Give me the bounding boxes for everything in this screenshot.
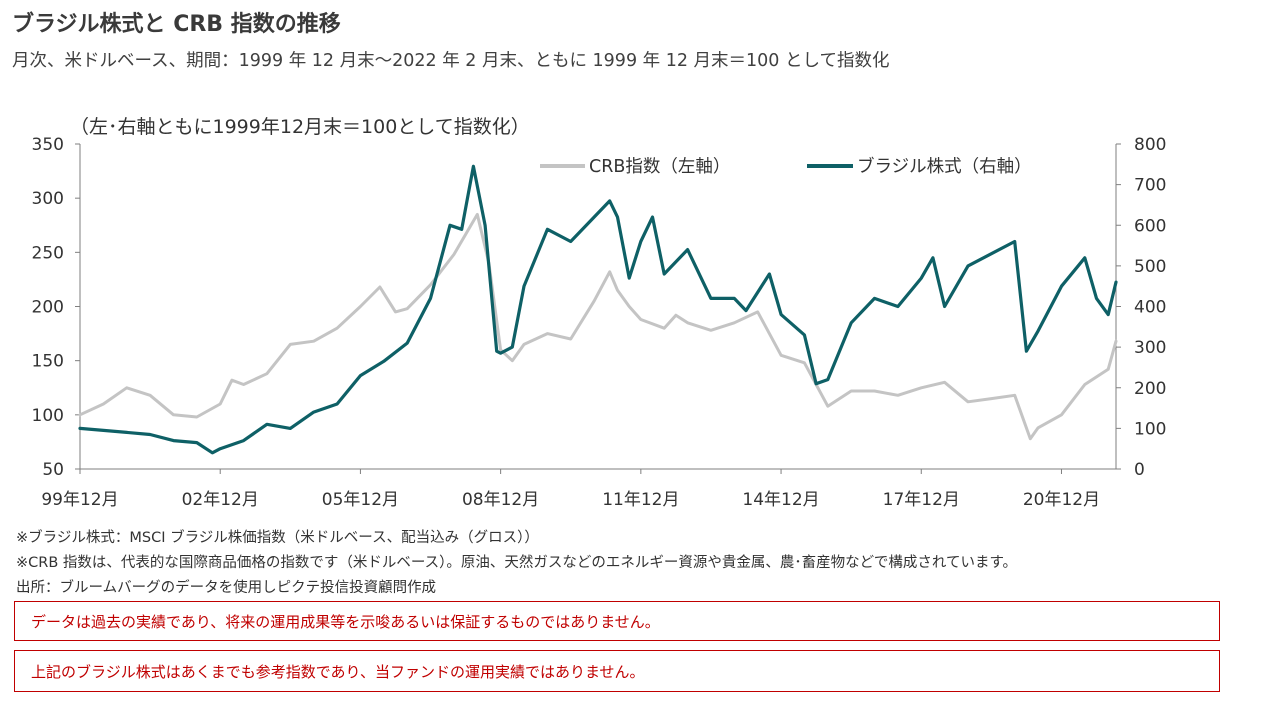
y-right-tick-label: 600 — [1134, 216, 1166, 236]
y-right-tick-label: 300 — [1134, 338, 1166, 358]
series-line-brazil — [78, 164, 1118, 455]
disclaimer-reference-index: 上記のブラジル株式はあくまでも参考指数であり、当ファンドの運用実績ではありません… — [14, 650, 1220, 692]
x-tick-label: 08年12月 — [462, 490, 539, 510]
page-title: ブラジル株式と CRB 指数の推移 — [12, 12, 341, 37]
y-right-tick-label: 0 — [1134, 460, 1145, 480]
disclaimer-past-performance-text: データは過去の実績であり、将来の運用成果等を示唆あるいは保証するものではありませ… — [31, 612, 660, 631]
x-tick-label: 99年12月 — [41, 490, 118, 510]
disclaimer-past-performance: データは過去の実績であり、将来の運用成果等を示唆あるいは保証するものではありませ… — [14, 601, 1220, 641]
footnote-brazil-index: ※ブラジル株式：MSCI ブラジル株価指数（米ドルベース、配当込み（グロス）） — [16, 530, 539, 546]
y-right-tick-label: 100 — [1134, 419, 1166, 439]
y-left-tick-label: 300 — [32, 189, 64, 209]
y-left-tick-label: 100 — [32, 406, 64, 426]
disclaimer-reference-index-text: 上記のブラジル株式はあくまでも参考指数であり、当ファンドの運用実績ではありません… — [31, 662, 645, 681]
x-tick-label: 14年12月 — [742, 490, 819, 510]
x-tick-label: 11年12月 — [602, 490, 679, 510]
y-right-tick-label: 400 — [1134, 298, 1166, 318]
series-line-crb — [78, 212, 1118, 441]
x-tick-label: 20年12月 — [1023, 490, 1100, 510]
footnote-source: 出所：ブルームバーグのデータを使用しピクテ投信投資顧問作成 — [16, 580, 437, 596]
y-left-tick-label: 150 — [32, 352, 64, 372]
y-left-tick-label: 200 — [32, 298, 64, 318]
axes: 50 100 150 200 250 300 350 0 100 200 300 400 500 600 7… — [32, 135, 1167, 510]
chart-note: （左･右軸ともに1999年12月末＝100として指数化） — [70, 116, 530, 138]
x-tick-label: 17年12月 — [883, 490, 960, 510]
legend: CRB指数（左軸） ブラジル株式（右軸） — [540, 156, 1032, 177]
x-tick-label: 02年12月 — [182, 490, 259, 510]
line-chart: 50 100 150 200 250 300 350 0 100 200 300 400 500 600 7… — [32, 135, 1167, 510]
y-left-tick-label: 50 — [42, 460, 64, 480]
page-subtitle: 月次、米ドルベース、期間：1999 年 12 月末～2022 年 2 月末、とも… — [12, 51, 890, 71]
footnote-crb-index: ※CRB 指数は、代表的な国際商品価格の指数です（米ドルベース）。原油、天然ガス… — [16, 555, 1017, 571]
x-tick-label: 05年12月 — [322, 490, 399, 510]
series-lines — [78, 164, 1118, 455]
y-right-tick-label: 800 — [1134, 135, 1166, 155]
y-left-tick-label: 350 — [32, 135, 64, 155]
y-right-tick-label: 500 — [1134, 257, 1166, 277]
y-right-tick-label: 200 — [1134, 379, 1166, 399]
y-left-tick-label: 250 — [32, 243, 64, 263]
legend-label-crb: CRB指数（左軸） — [589, 157, 730, 177]
legend-label-brazil: ブラジル株式（右軸） — [857, 156, 1032, 177]
y-right-tick-label: 700 — [1134, 176, 1166, 196]
